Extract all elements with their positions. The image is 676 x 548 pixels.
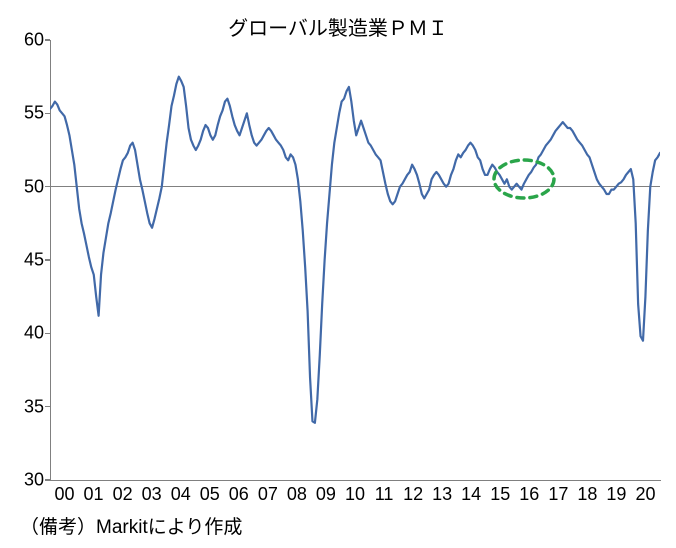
x-tick-label: 02 bbox=[113, 484, 133, 505]
y-tick-mark bbox=[45, 39, 50, 41]
x-tick-label: 03 bbox=[142, 484, 162, 505]
x-tick-label: 04 bbox=[171, 484, 191, 505]
pmi-chart: グローバル製造業ＰＭＩ （備考）Markitにより作成 30 35 40 45 50 55… bbox=[0, 0, 676, 548]
x-tick-label: 18 bbox=[577, 484, 597, 505]
chart-footnote: （備考）Markitにより作成 bbox=[20, 512, 242, 539]
x-tick-label: 19 bbox=[606, 484, 626, 505]
chart-title: グローバル製造業ＰＭＩ bbox=[0, 12, 676, 41]
x-tick-label: 17 bbox=[548, 484, 568, 505]
y-tick-label: 40 bbox=[4, 323, 44, 344]
x-tick-label: 16 bbox=[519, 484, 539, 505]
x-tick-label: 14 bbox=[461, 484, 481, 505]
x-tick-label: 11 bbox=[375, 484, 394, 505]
y-tick-label: 45 bbox=[4, 250, 44, 271]
x-tick-label: 10 bbox=[345, 484, 365, 505]
y-tick-mark bbox=[45, 259, 50, 261]
y-tick-label: 35 bbox=[4, 396, 44, 417]
y-tick-label: 55 bbox=[4, 103, 44, 124]
x-tick-label: 01 bbox=[84, 484, 104, 505]
y-tick-label: 50 bbox=[4, 176, 44, 197]
plot-area bbox=[50, 40, 661, 481]
x-tick-label: 12 bbox=[403, 484, 423, 505]
y-tick-mark bbox=[45, 186, 50, 188]
x-tick-label: 20 bbox=[635, 484, 655, 505]
x-tick-label: 05 bbox=[200, 484, 220, 505]
x-tick-label: 00 bbox=[55, 484, 75, 505]
x-tick-label: 09 bbox=[316, 484, 336, 505]
y-tick-mark bbox=[45, 406, 50, 408]
y-tick-mark bbox=[45, 113, 50, 115]
x-tick-label: 15 bbox=[490, 484, 510, 505]
y-tick-label: 60 bbox=[4, 30, 44, 51]
y-tick-mark bbox=[45, 479, 50, 481]
y-tick-label: 30 bbox=[4, 470, 44, 491]
x-tick-label: 06 bbox=[229, 484, 249, 505]
x-tick-label: 07 bbox=[258, 484, 278, 505]
x-tick-label: 13 bbox=[432, 484, 452, 505]
y-tick-mark bbox=[45, 333, 50, 335]
reference-line bbox=[50, 186, 660, 188]
x-tick-label: 08 bbox=[287, 484, 307, 505]
